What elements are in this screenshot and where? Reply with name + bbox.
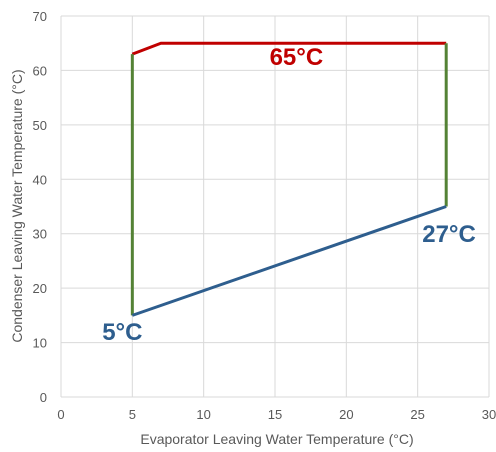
annotation-label: 27°C <box>422 221 476 248</box>
annotation-label: 5°C <box>102 319 142 346</box>
x-tick-label: 5 <box>129 407 136 422</box>
y-tick-label: 10 <box>33 336 47 351</box>
y-tick-label: 50 <box>33 118 47 133</box>
y-tick-label: 40 <box>33 172 47 187</box>
x-tick-label: 20 <box>339 407 353 422</box>
x-axis-title: Evaporator Leaving Water Temperature (°C… <box>140 431 413 447</box>
x-tick-label: 10 <box>196 407 210 422</box>
series-line-0 <box>131 41 447 56</box>
y-tick-label: 70 <box>33 9 47 24</box>
x-tick-label: 15 <box>268 407 282 422</box>
y-axis-title: Condenser Leaving Water Temperature (°C) <box>9 69 25 342</box>
annotations: 65°C 27°C 5°C <box>102 44 476 346</box>
x-tick-label: 0 <box>57 407 64 422</box>
series-group <box>130 41 448 317</box>
series-line-3 <box>131 205 447 317</box>
annotation-label: 65°C <box>270 44 324 71</box>
tick-labels: 0 5 10 15 20 25 30 0 10 20 30 40 50 60 70 <box>33 9 496 422</box>
y-tick-label: 30 <box>33 227 47 242</box>
y-tick-label: 60 <box>33 63 47 78</box>
y-tick-label: 0 <box>40 390 47 405</box>
x-tick-label: 30 <box>482 407 496 422</box>
x-tick-label: 25 <box>410 407 424 422</box>
y-tick-label: 20 <box>33 281 47 296</box>
